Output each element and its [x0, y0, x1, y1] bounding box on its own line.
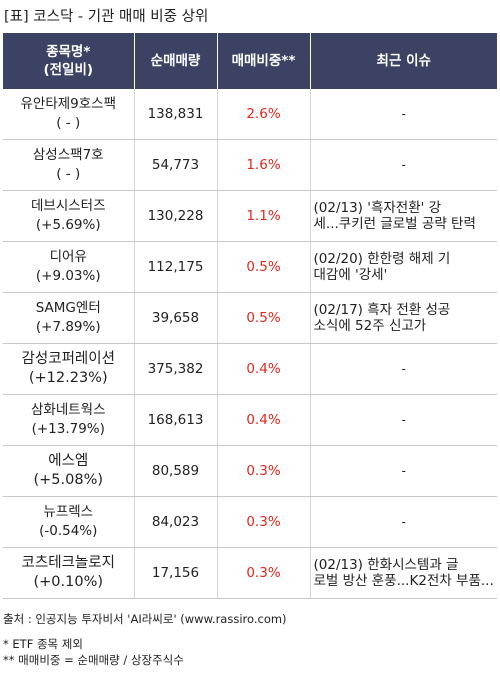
header-ratio: 매매비중**: [217, 33, 311, 89]
recent-issue: (02/13) '흑자전환' 강 세...쿠키런 글로벌 공략 탄력: [310, 190, 497, 242]
trading-ratio: 0.5%: [217, 241, 311, 293]
recent-issue: -: [310, 343, 497, 395]
issue-line: -: [401, 107, 406, 121]
stock-name: SAMG엔터: [35, 300, 101, 316]
net-volume: 168,613: [134, 394, 218, 446]
recent-issue: -: [310, 394, 497, 446]
net-volume: 54,773: [134, 139, 218, 191]
price-change: (+5.08%): [33, 472, 104, 488]
etf-note: * ETF 종목 제외: [3, 637, 83, 651]
recent-issue: (02/17) 흑자 전환 성공 소식에 52주 신고가: [310, 292, 497, 344]
net-volume: 84,023: [134, 496, 218, 548]
issue-line: -: [401, 158, 406, 172]
issue-line: 소식에 52주 신고가: [313, 318, 427, 334]
price-change: ( - ): [56, 115, 81, 131]
table-title: [표] 코스닥 - 기관 매매 비중 상위: [4, 9, 209, 25]
stock-name: 디어유: [49, 249, 87, 265]
stock-name: 코츠테크놀로지: [21, 555, 115, 571]
table-row: 삼화네트웍스 (+13.79%) 168,613 0.4% -: [3, 394, 497, 446]
recent-issue: -: [310, 496, 497, 548]
stock-name: 삼화네트웍스: [30, 402, 106, 418]
price-change: (+5.69%): [35, 217, 101, 233]
issue-line: -: [401, 413, 406, 427]
net-volume: 130,228: [134, 190, 218, 242]
price-change: (+9.03%): [35, 268, 101, 284]
trading-ratio: 2.6%: [217, 89, 311, 140]
stock-name-cell: 뉴프렉스 (-0.54%): [3, 496, 135, 548]
table-row: SAMG엔터 (+7.89%) 39,658 0.5% (02/17) 흑자 전환 성공…: [3, 292, 497, 344]
trading-ratio: 1.1%: [217, 190, 311, 242]
stock-name-cell: 감성코퍼레이션 (+12.23%): [3, 343, 135, 395]
table-header-row: 종목명* (전일비) 순매매량 매매비중** 최근 이슈: [3, 33, 497, 89]
table-row: 유안타제9호스팩 ( - ) 138,831 2.6% -: [3, 89, 497, 140]
net-volume: 112,175: [134, 241, 218, 293]
issue-line: (02/17) 흑자 전환 성공: [313, 302, 451, 318]
trading-ratio: 0.3%: [217, 445, 311, 497]
stock-name-cell: 데브시스터즈 (+5.69%): [3, 190, 135, 242]
stock-name-cell: 삼화네트웍스 (+13.79%): [3, 394, 135, 446]
stock-name-cell: 에스엠 (+5.08%): [3, 445, 135, 497]
issue-line: (02/13) '흑자전환' 강: [313, 200, 442, 216]
table-row: 감성코퍼레이션 (+12.23%) 375,382 0.4% -: [3, 343, 497, 395]
stock-name-cell: 유안타제9호스팩 ( - ): [3, 89, 135, 140]
net-volume: 39,658: [134, 292, 218, 344]
table-row: 삼성스팩7호 ( - ) 54,773 1.6% -: [3, 139, 497, 191]
header-issue: 최근 이슈: [310, 33, 497, 89]
table-row: 디어유 (+9.03%) 112,175 0.5% (02/20) 한한령 해제 기 대감…: [3, 241, 497, 293]
stock-name: 데브시스터즈: [30, 198, 106, 214]
header-name: 종목명* (전일비): [3, 33, 135, 89]
source-note: 출처 : 인공지능 투자비서 'AI라씨로' (www.rassiro.com): [3, 612, 287, 626]
stock-name-cell: SAMG엔터 (+7.89%): [3, 292, 135, 344]
net-volume: 138,831: [134, 89, 218, 140]
stock-name: 유안타제9호스팩: [20, 96, 117, 112]
price-change: (+13.79%): [31, 421, 105, 437]
recent-issue: -: [310, 139, 497, 191]
stock-name: 삼성스팩7호: [32, 147, 104, 163]
stock-name: 에스엠: [48, 453, 89, 469]
institution-trading-table: 종목명* (전일비) 순매매량 매매비중** 최근 이슈 유안타제9호스팩 ( -…: [3, 33, 497, 599]
stock-name-cell: 디어유 (+9.03%): [3, 241, 135, 293]
price-change: (-0.54%): [39, 523, 98, 539]
net-volume: 375,382: [134, 343, 218, 395]
stock-name: 감성코퍼레이션: [21, 351, 115, 367]
price-change: ( - ): [56, 166, 81, 182]
table-row: 코츠테크놀로지 (+0.10%) 17,156 0.3% (02/13) 한화시스템과 …: [3, 547, 497, 599]
recent-issue: (02/20) 한한령 해제 기 대감에 '강세': [310, 241, 497, 293]
issue-line: -: [401, 362, 406, 376]
trading-ratio: 0.5%: [217, 292, 311, 344]
table-row: 뉴프렉스 (-0.54%) 84,023 0.3% -: [3, 496, 497, 548]
ratio-formula-note: ** 매매비중 = 순매매량 / 상장주식수: [3, 653, 184, 667]
recent-issue: -: [310, 89, 497, 140]
header-volume: 순매매량: [134, 33, 218, 89]
issue-line: -: [401, 515, 406, 529]
issue-line: 세...쿠키런 글로벌 공략 탄력: [313, 216, 476, 232]
recent-issue: (02/13) 한화시스템과 글 로벌 방산 훈풍...K2전차 부품...: [310, 547, 497, 599]
trading-ratio: 1.6%: [217, 139, 311, 191]
net-volume: 80,589: [134, 445, 218, 497]
trading-ratio: 0.4%: [217, 394, 311, 446]
stock-name: 뉴프렉스: [43, 504, 94, 520]
issue-line: -: [401, 464, 406, 478]
price-change: (+0.10%): [33, 574, 104, 590]
price-change: (+7.89%): [35, 319, 101, 335]
stock-name-cell: 코츠테크놀로지 (+0.10%): [3, 547, 135, 599]
issue-line: 로벌 방산 훈풍...K2전차 부품...: [313, 573, 494, 589]
trading-ratio: 0.4%: [217, 343, 311, 395]
issue-line: (02/20) 한한령 해제 기: [313, 251, 451, 267]
net-volume: 17,156: [134, 547, 218, 599]
trading-ratio: 0.3%: [217, 547, 311, 599]
table-row: 데브시스터즈 (+5.69%) 130,228 1.1% (02/13) '흑자전환' …: [3, 190, 497, 242]
stock-name-cell: 삼성스팩7호 ( - ): [3, 139, 135, 191]
trading-ratio: 0.3%: [217, 496, 311, 548]
issue-line: 대감에 '강세': [313, 267, 388, 283]
recent-issue: -: [310, 445, 497, 497]
issue-line: (02/13) 한화시스템과 글: [313, 557, 459, 573]
price-change: (+12.23%): [28, 370, 108, 386]
table-row: 에스엠 (+5.08%) 80,589 0.3% -: [3, 445, 497, 497]
